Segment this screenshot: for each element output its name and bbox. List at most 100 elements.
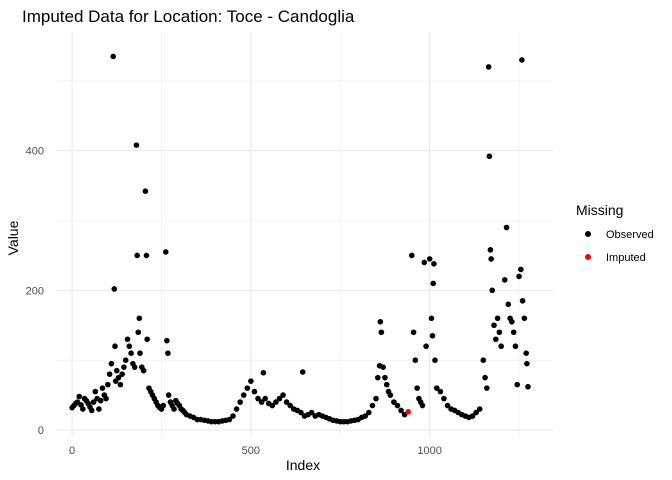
point-observed	[521, 315, 528, 322]
point-observed	[269, 402, 276, 409]
major-gridlines	[56, 32, 553, 437]
point-observed	[128, 350, 134, 357]
point-observed	[131, 364, 138, 370]
point-observed	[519, 298, 526, 304]
point-observed	[111, 286, 118, 292]
point-observed	[262, 395, 268, 402]
point-observed	[414, 385, 420, 391]
point-observed	[137, 350, 143, 357]
point-observed	[362, 413, 369, 419]
point-observed	[133, 142, 140, 148]
point-observed	[525, 383, 531, 390]
point-observed	[115, 374, 122, 381]
point-observed	[124, 336, 131, 343]
point-observed	[230, 413, 236, 419]
point-observed	[134, 252, 140, 259]
x-tick-label: 0	[69, 445, 75, 457]
point-observed	[523, 350, 529, 357]
point-observed	[412, 357, 419, 363]
data-points	[69, 53, 531, 425]
point-observed	[126, 343, 133, 350]
point-observed	[387, 392, 394, 398]
point-observed	[498, 343, 504, 350]
point-observed	[244, 385, 251, 391]
point-observed	[110, 53, 117, 60]
point-observed	[524, 360, 530, 367]
point-observed	[160, 402, 167, 409]
point-observed	[276, 395, 283, 402]
point-observed	[140, 367, 147, 374]
point-observed	[78, 402, 84, 408]
point-observed	[237, 399, 243, 405]
point-observed	[398, 407, 404, 414]
point-observed	[283, 399, 290, 405]
point-observed	[251, 388, 258, 395]
point-observed	[366, 409, 372, 416]
point-observed	[491, 322, 497, 329]
point-observed	[76, 393, 83, 400]
point-observed	[432, 357, 438, 363]
point-observed	[144, 336, 150, 343]
point-observed	[492, 336, 499, 343]
point-observed	[514, 381, 521, 388]
point-observed	[97, 397, 104, 404]
point-observed	[117, 381, 124, 388]
point-observed	[248, 378, 254, 384]
point-observed	[80, 406, 86, 412]
point-observed	[444, 402, 451, 409]
y-axis-title: Value	[5, 220, 21, 255]
point-observed	[374, 374, 381, 381]
point-observed	[240, 392, 247, 398]
point-observed	[280, 392, 286, 398]
point-observed	[509, 318, 515, 325]
point-observed	[437, 388, 444, 395]
point-observed	[88, 407, 95, 414]
legend: Missing Observed Imputed	[576, 202, 654, 264]
point-observed	[423, 343, 429, 350]
point-observed	[431, 261, 437, 267]
point-observed	[226, 416, 233, 423]
point-observed	[429, 332, 436, 339]
point-observed	[136, 315, 143, 322]
point-observed	[287, 402, 293, 409]
point-observed	[489, 287, 496, 294]
point-observed	[494, 315, 501, 322]
point-observed	[510, 329, 517, 336]
point-observed	[255, 395, 261, 402]
point-observed	[113, 367, 120, 374]
point-observed	[103, 395, 109, 402]
point-observed	[378, 329, 385, 336]
point-observed	[394, 402, 401, 409]
point-observed	[92, 388, 99, 395]
point-observed	[488, 256, 494, 262]
point-observed	[482, 374, 488, 381]
point-observed	[373, 395, 379, 402]
point-observed	[142, 188, 149, 195]
point-observed	[484, 385, 490, 391]
point-observed	[273, 399, 279, 405]
point-observed	[512, 343, 519, 350]
y-tick-label: 400	[26, 146, 44, 158]
legend-title: Missing	[576, 202, 623, 218]
x-tick-label: 1000	[417, 445, 441, 457]
point-observed	[90, 399, 97, 405]
point-observed	[516, 273, 522, 280]
point-observed	[519, 57, 525, 63]
point-observed	[164, 337, 170, 344]
point-observed	[162, 249, 169, 255]
point-observed	[469, 413, 476, 419]
point-observed	[258, 399, 265, 405]
point-observed	[503, 224, 510, 231]
point-observed	[496, 329, 503, 336]
point-observed	[112, 343, 118, 350]
point-observed	[480, 357, 487, 363]
point-observed	[426, 256, 433, 262]
point-observed	[135, 329, 142, 336]
point-observed	[501, 277, 508, 283]
point-observed	[383, 381, 390, 388]
point-observed	[518, 266, 524, 273]
point-observed	[433, 385, 440, 391]
y-tick-label: 200	[26, 285, 44, 297]
point-observed	[473, 409, 479, 416]
point-observed	[391, 399, 397, 405]
